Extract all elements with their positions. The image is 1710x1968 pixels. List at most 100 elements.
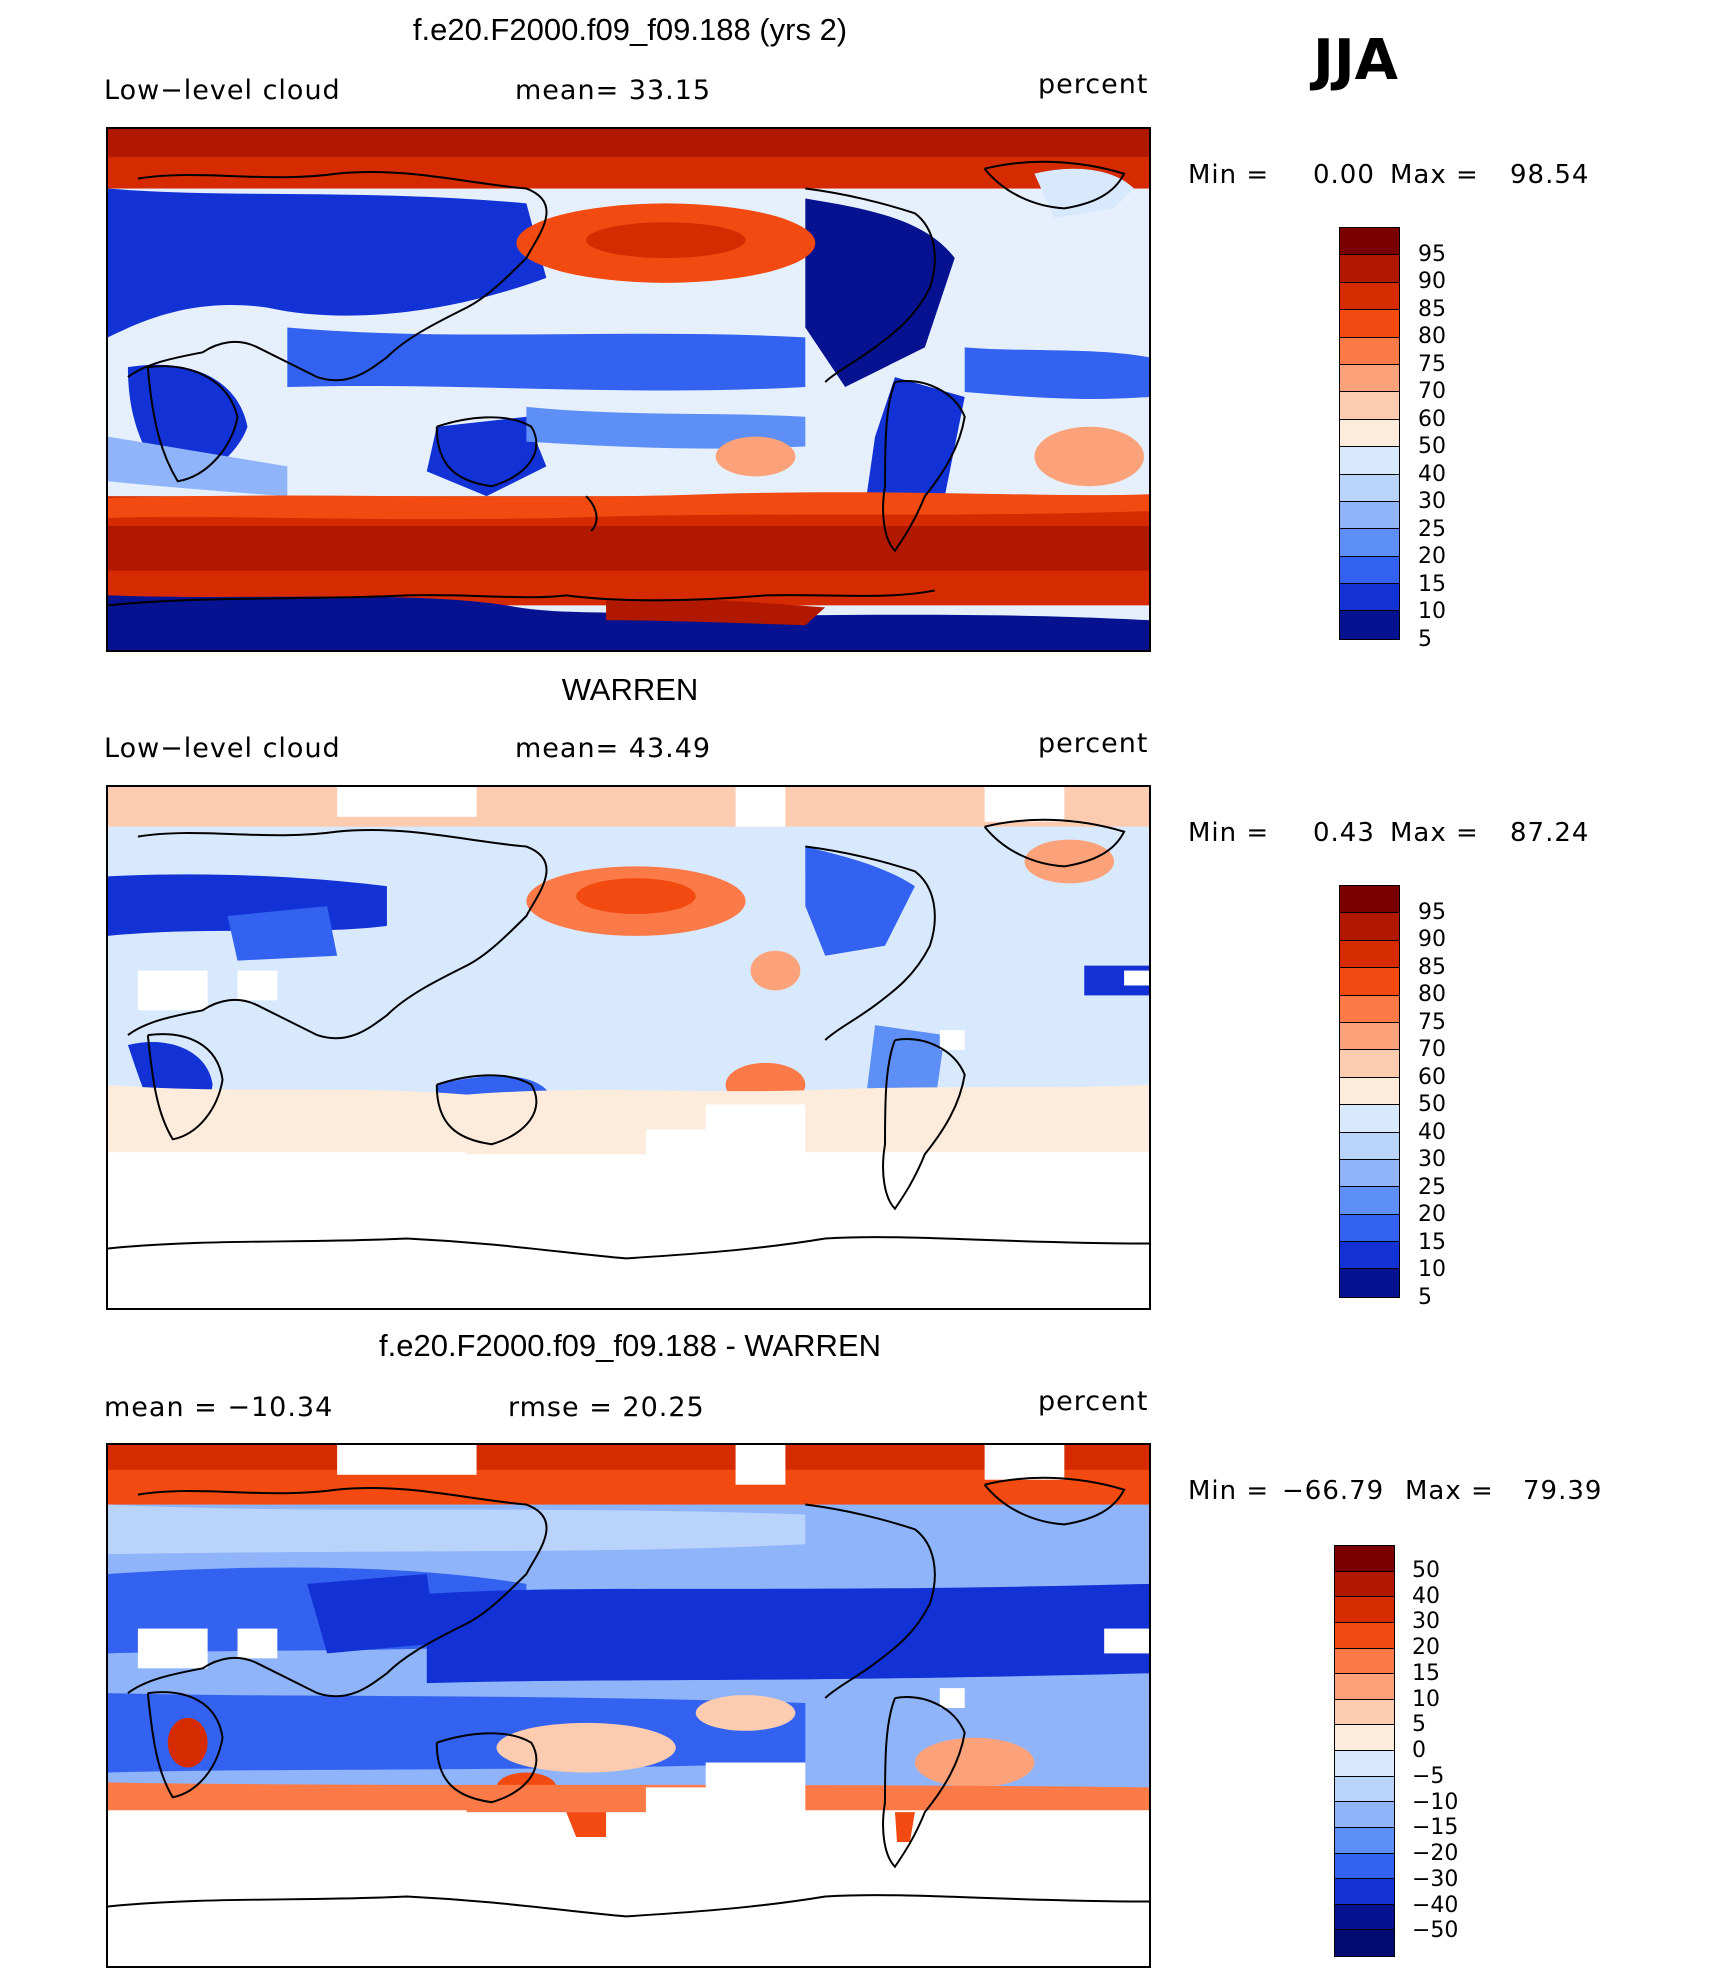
colorbar-tick-label: 5 — [1418, 627, 1432, 652]
colorbar-cell — [1340, 282, 1399, 311]
colorbar-tick-label: 10 — [1418, 1257, 1446, 1283]
colorbar-tick-label: 30 — [1412, 1609, 1440, 1635]
colorbar-tick-label: 50 — [1418, 1092, 1446, 1118]
colorbar-tick-label: 40 — [1412, 1583, 1440, 1609]
panel-2-variable-label: Low−level cloud — [104, 733, 341, 764]
colorbar-tick-label: 60 — [1418, 1064, 1446, 1090]
colorbar-cell — [1340, 1269, 1399, 1297]
colorbar-tick-label: 5 — [1418, 1285, 1432, 1310]
colorbar-cell — [1335, 1648, 1394, 1675]
panel-3-rmse-label: rmse = 20.25 — [508, 1392, 705, 1423]
colorbar-cell — [1340, 940, 1399, 969]
colorbar-tick-label: 85 — [1418, 954, 1446, 980]
colorbar-cell — [1340, 995, 1399, 1023]
colorbar-cell — [1335, 1853, 1394, 1880]
season-label: JJA — [1313, 28, 1399, 93]
panel-3-title: f.e20.F2000.f09_f09.188 - WARREN — [378, 1328, 882, 1363]
colorbar-tick-label: −10 — [1412, 1789, 1459, 1815]
colorbar-cell — [1340, 1214, 1399, 1243]
colorbar-tick-label: 95 — [1418, 899, 1446, 925]
colorbar-cell — [1340, 968, 1399, 996]
colorbar-tick-label: 75 — [1418, 351, 1446, 377]
colorbar-cell — [1335, 1751, 1394, 1777]
colorbar-cell — [1340, 1022, 1399, 1051]
colorbar-tick-label: 95 — [1418, 241, 1446, 267]
panel-1-max-label: Max = — [1390, 160, 1479, 190]
colorbar-tick-label: 90 — [1418, 927, 1446, 953]
colorbar-cell — [1340, 501, 1399, 530]
colorbar-tick-label: 10 — [1418, 599, 1446, 625]
panel-3-colorbar — [1334, 1545, 1395, 1957]
panel-3-max-value: 79.39 — [1523, 1476, 1603, 1506]
colorbar-cell — [1335, 1827, 1394, 1854]
colorbar-tick-label: 70 — [1418, 1037, 1446, 1063]
colorbar-cell — [1335, 1802, 1394, 1828]
colorbar-tick-label: 20 — [1412, 1635, 1440, 1660]
colorbar-cell — [1340, 392, 1399, 420]
colorbar-cell — [1340, 228, 1399, 256]
panel-1-map — [106, 127, 1151, 652]
colorbar-cell — [1340, 913, 1399, 941]
panel-3-max-label: Max = — [1405, 1476, 1494, 1506]
colorbar-cell — [1335, 1725, 1394, 1751]
panel-2-title: WARREN — [561, 672, 699, 707]
colorbar-cell — [1340, 1077, 1399, 1106]
colorbar-tick-label: 15 — [1418, 571, 1446, 597]
panel-1-mean-label: mean= 33.15 — [515, 75, 712, 106]
panel-2-mean-label: mean= 43.49 — [515, 733, 712, 764]
colorbar-tick-label: 85 — [1418, 296, 1446, 322]
panel-1-max-value: 98.54 — [1510, 160, 1590, 190]
colorbar-cell — [1340, 364, 1399, 393]
panel-2-max-value: 87.24 — [1510, 818, 1590, 848]
colorbar-tick-label: 50 — [1412, 1557, 1440, 1583]
panel-1-colorbar-labels: 95 90 85 80 75 70 60 50 40 30 25 20 15 10 5 — [1418, 227, 1478, 650]
panel-2-min-value: 0.43 — [1313, 818, 1375, 848]
colorbar-cell — [1335, 1597, 1394, 1623]
colorbar-cell — [1340, 419, 1399, 448]
panel-2-units-label: percent — [1038, 728, 1149, 759]
colorbar-cell — [1340, 584, 1399, 612]
colorbar-tick-label: 5 — [1412, 1712, 1426, 1738]
panel-1-colorbar — [1339, 227, 1400, 640]
colorbar-tick-label: 0 — [1412, 1738, 1426, 1763]
panel-2-colorbar — [1339, 885, 1400, 1298]
colorbar-tick-label: 30 — [1418, 1147, 1446, 1173]
colorbar-cell — [1340, 1050, 1399, 1078]
panel-1-min-value: 0.00 — [1313, 160, 1375, 190]
panel-3-mean-label: mean = −10.34 — [104, 1392, 334, 1423]
panel-2-min-label: Min = — [1188, 818, 1270, 848]
panel-3-min-value: −66.79 — [1282, 1476, 1385, 1506]
panel-2-colorbar-labels: 95 90 85 80 75 70 60 50 40 30 25 20 15 10 5 — [1418, 885, 1478, 1308]
colorbar-tick-label: −5 — [1412, 1763, 1445, 1789]
panel-3-min-label: Min = — [1188, 1476, 1270, 1506]
colorbar-cell — [1335, 1571, 1394, 1598]
colorbar-cell — [1340, 474, 1399, 502]
colorbar-tick-label: 80 — [1418, 324, 1446, 350]
colorbar-cell — [1335, 1674, 1394, 1700]
colorbar-tick-label: −50 — [1412, 1918, 1459, 1944]
colorbar-tick-label: −40 — [1412, 1892, 1459, 1918]
colorbar-cell — [1340, 1242, 1399, 1270]
colorbar-cell — [1340, 1187, 1399, 1215]
panel-2-map — [106, 785, 1151, 1310]
colorbar-tick-label: −30 — [1412, 1866, 1459, 1892]
colorbar-tick-label: 30 — [1418, 489, 1446, 515]
colorbar-tick-label: 40 — [1418, 1119, 1446, 1145]
colorbar-tick-label: −20 — [1412, 1841, 1459, 1866]
colorbar-cell — [1335, 1546, 1394, 1572]
colorbar-tick-label: 70 — [1418, 379, 1446, 405]
colorbar-cell — [1340, 1105, 1399, 1133]
colorbar-tick-label: 10 — [1412, 1686, 1440, 1712]
colorbar-tick-label: −15 — [1412, 1815, 1459, 1841]
colorbar-cell — [1340, 1132, 1399, 1160]
panel-2-max-label: Max = — [1390, 818, 1479, 848]
panel-3-colorbar-labels: 50 40 30 20 15 10 5 0 −5 −10 −15 −20 −30 −40 −50 — [1412, 1545, 1482, 1957]
colorbar-tick-label: 75 — [1418, 1009, 1446, 1035]
colorbar-cell — [1340, 1159, 1399, 1188]
panel-1-variable-label: Low−level cloud — [104, 75, 341, 106]
panel-3-map — [106, 1443, 1151, 1968]
colorbar-cell — [1340, 337, 1399, 365]
colorbar-tick-label: 50 — [1418, 434, 1446, 460]
colorbar-tick-label: 90 — [1418, 269, 1446, 295]
colorbar-tick-label: 40 — [1418, 461, 1446, 487]
